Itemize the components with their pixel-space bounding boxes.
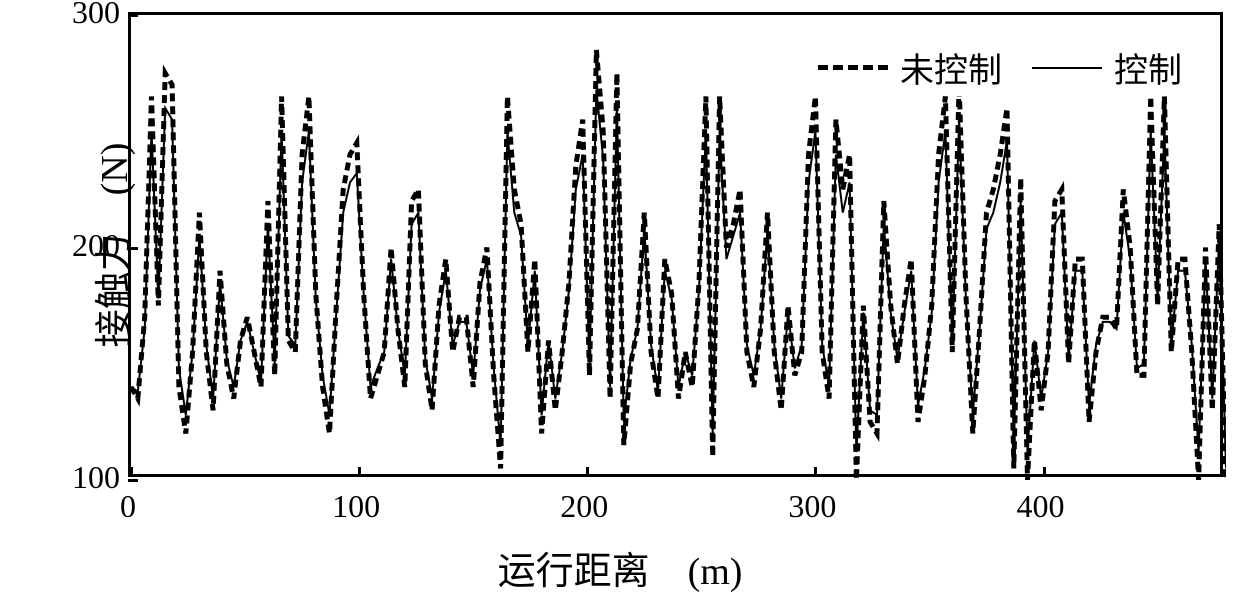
x-tick-label: 100 [331,488,381,525]
legend: 未控制 控制 [808,39,1192,96]
x-tick-mark [586,467,589,477]
x-axis-label: 运行距离 (m) [498,540,743,595]
chart-container: 未控制 控制 接触力 (N) 运行距离 (m) 100200300 010020… [0,0,1240,607]
series-line [131,89,1226,468]
x-tick-label: 200 [559,488,609,525]
y-tick-label: 200 [40,227,120,264]
series-line [131,50,1226,480]
legend-item-controlled: 控制 [1032,43,1182,92]
x-tick-mark [130,467,133,477]
y-tick-label: 300 [40,0,120,31]
legend-label-controlled: 控制 [1114,43,1182,92]
legend-label-uncontrolled: 未控制 [900,43,1002,92]
y-tick-mark [128,479,138,482]
x-tick-label: 300 [787,488,837,525]
legend-item-uncontrolled: 未控制 [818,43,1002,92]
x-tick-label: 0 [103,488,153,525]
plot-area: 未控制 控制 [128,12,1223,477]
legend-swatch-dashed [818,65,888,70]
x-tick-mark [814,467,817,477]
x-tick-label: 400 [1016,488,1066,525]
y-tick-mark [128,14,138,17]
x-tick-mark [358,467,361,477]
x-tick-mark [1043,467,1046,477]
legend-swatch-solid [1032,67,1102,69]
